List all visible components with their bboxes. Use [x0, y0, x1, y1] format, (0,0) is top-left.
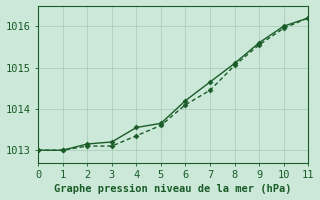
X-axis label: Graphe pression niveau de la mer (hPa): Graphe pression niveau de la mer (hPa) [54, 184, 292, 194]
